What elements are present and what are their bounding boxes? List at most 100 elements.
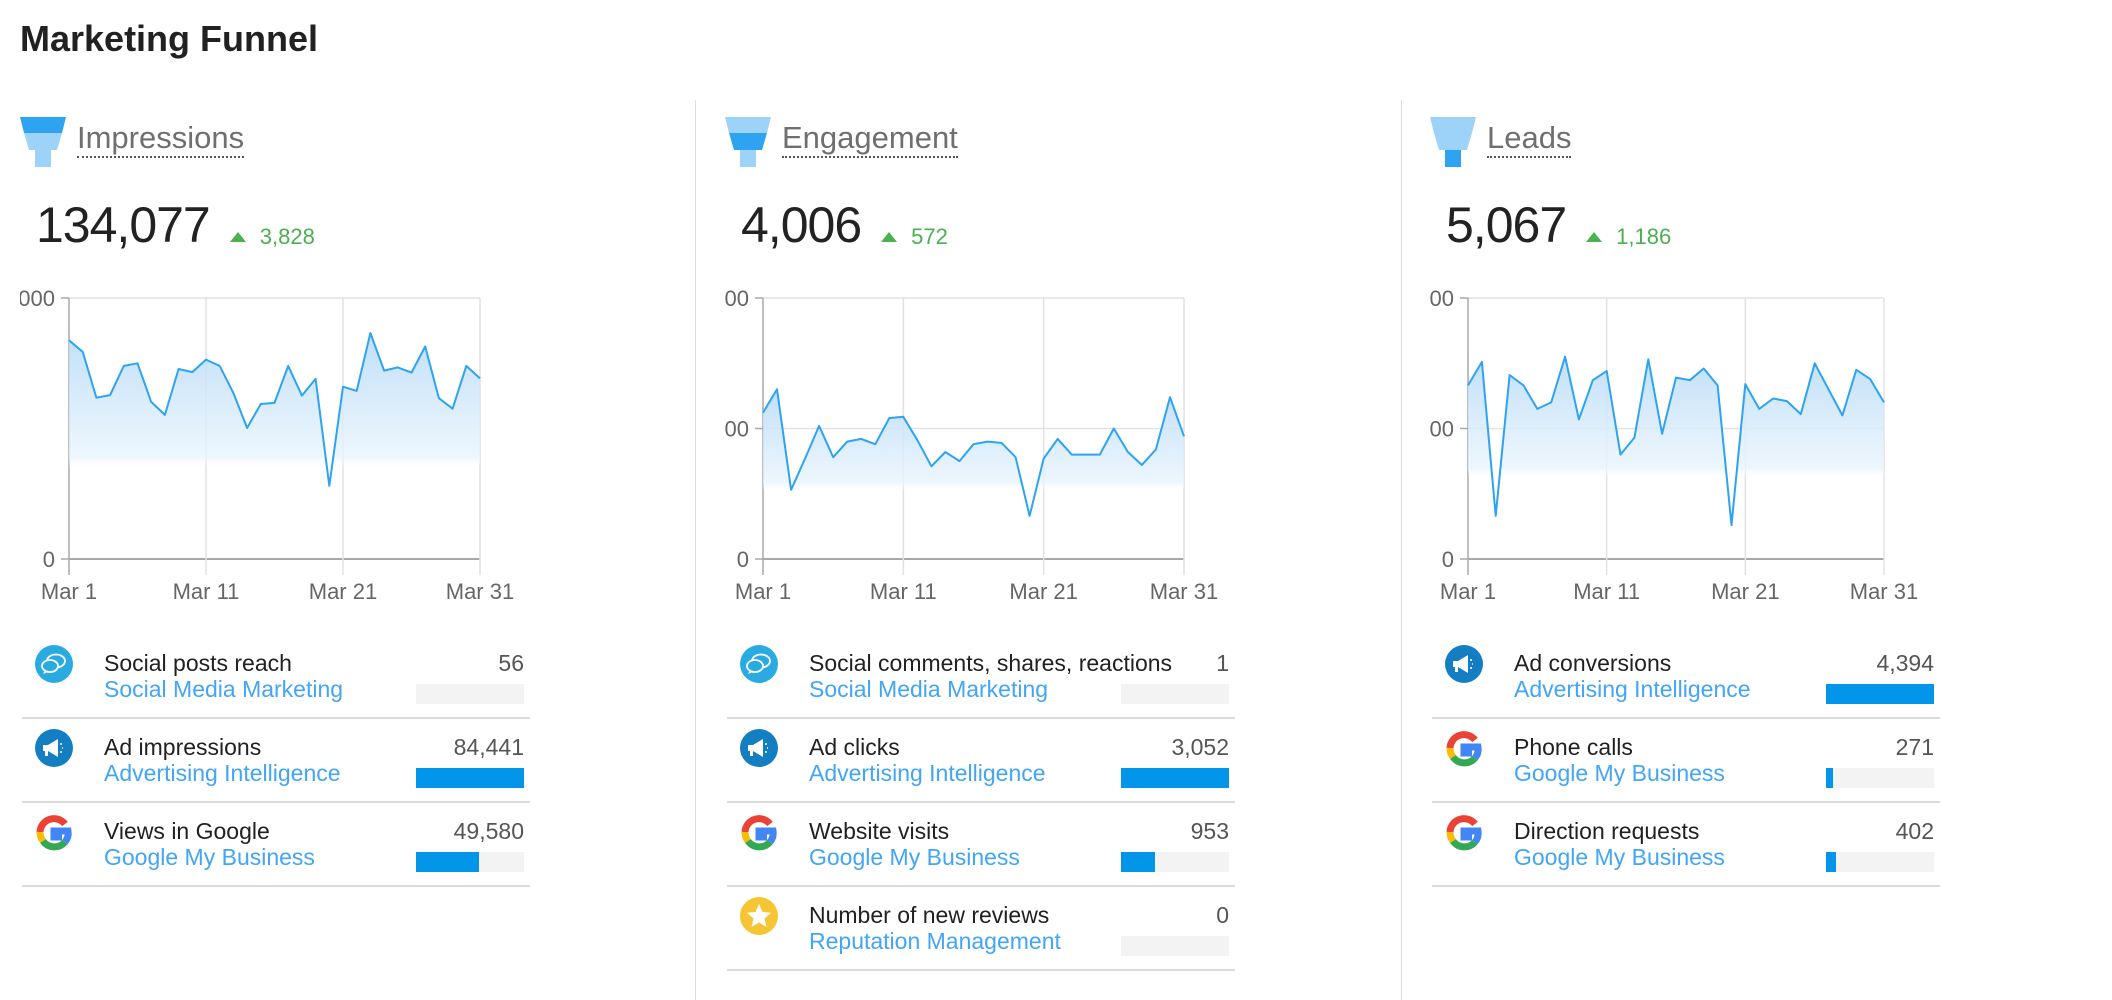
- kpi-value: 5,067: [1446, 197, 1567, 253]
- x-tick-label: Mar 21: [1009, 579, 1077, 604]
- x-tick-label: Mar 11: [870, 579, 937, 604]
- metric-bar: [1826, 768, 1934, 788]
- x-tick-label: Mar 21: [1711, 579, 1779, 604]
- kpi-delta: 3,828: [229, 224, 315, 250]
- kpi-delta-value: 1,186: [1616, 224, 1672, 249]
- x-tick-label: Mar 1: [41, 579, 97, 604]
- x-tick-label: Mar 31: [1150, 579, 1218, 604]
- metric-bar: [1826, 852, 1934, 872]
- metric-row: Social posts reach Social Media Marketin…: [22, 636, 530, 719]
- y-tick-label: 5000: [20, 286, 55, 311]
- stage-label[interactable]: Engagement: [782, 120, 958, 158]
- metric-title: Website visits: [809, 818, 950, 844]
- megaphone-icon: [34, 728, 74, 768]
- megaphone-icon: [1444, 644, 1484, 684]
- arrow-up-icon: [229, 232, 246, 242]
- metric-title: Views in Google: [104, 818, 270, 844]
- metric-bar-fill: [416, 852, 480, 872]
- metric-value: 56: [498, 650, 524, 676]
- metric-source-link[interactable]: Reputation Management: [809, 928, 1061, 954]
- metric-bar-fill: [1826, 852, 1836, 872]
- metric-bar-fill: [1826, 684, 1934, 704]
- google-icon: [34, 812, 74, 852]
- metric-bar: [416, 768, 524, 788]
- funnel-column-engagement: Engagement 4,006 572 0 100 200 Mar 1 Mar 11 M…: [725, 0, 1395, 1000]
- funnel-icon: [20, 117, 66, 167]
- metric-title: Ad conversions: [1514, 650, 1672, 676]
- metric-bar: [1121, 768, 1229, 788]
- megaphone-icon: [739, 728, 779, 768]
- x-tick-label: Mar 21: [309, 579, 377, 604]
- metric-row: Website visits Google My Business 953: [727, 804, 1235, 887]
- metric-value: 49,580: [453, 818, 524, 844]
- y-tick-label: 200: [1430, 286, 1454, 311]
- x-tick-label: Mar 1: [1440, 579, 1496, 604]
- series-line: [762, 388, 1185, 517]
- funnel-column-impressions: Impressions 134,077 3,828 0 5000 Mar 1 Mar …: [20, 0, 690, 1000]
- y-tick-label: 100: [725, 417, 749, 442]
- stage-label[interactable]: Leads: [1487, 120, 1572, 158]
- kpi-value: 134,077: [36, 197, 211, 253]
- metric-bar-fill: [1121, 852, 1155, 872]
- metric-source-link[interactable]: Google My Business: [1514, 844, 1725, 870]
- metric-list: Social comments, shares, reactions Socia…: [727, 636, 1235, 972]
- y-tick-label: 0: [43, 547, 55, 572]
- kpi: 4,006 572: [741, 196, 948, 254]
- y-tick-label: 100: [1430, 417, 1454, 442]
- metric-list: Ad conversions Advertising Intelligence …: [1432, 636, 1940, 888]
- metric-row: Ad impressions Advertising Intelligence …: [22, 720, 530, 803]
- column-divider: [1401, 100, 1402, 1000]
- metric-title: Ad clicks: [809, 734, 900, 760]
- metric-value: 1: [1216, 650, 1229, 676]
- series-area: [69, 333, 480, 559]
- kpi: 5,067 1,186: [1446, 196, 1671, 254]
- funnel-icon: [1430, 117, 1476, 167]
- stage-label[interactable]: Impressions: [77, 120, 245, 158]
- metric-bar: [1826, 684, 1934, 704]
- kpi-delta-value: 572: [911, 224, 948, 249]
- metric-bar: [416, 684, 524, 704]
- page-title: Marketing Funnel: [20, 18, 319, 59]
- metric-source-link[interactable]: Social Media Marketing: [104, 676, 344, 702]
- trend-chart: 0 100 200 Mar 1 Mar 11 Mar 21 Mar 31: [1430, 286, 1918, 604]
- metric-source-link[interactable]: Advertising Intelligence: [1514, 676, 1751, 702]
- x-tick-label: Mar 31: [1850, 579, 1918, 604]
- x-tick-label: Mar 11: [1573, 579, 1640, 604]
- metric-row: Ad conversions Advertising Intelligence …: [1432, 636, 1940, 719]
- metric-value: 953: [1190, 818, 1229, 844]
- metric-list: Social posts reach Social Media Marketin…: [22, 636, 530, 888]
- metric-source-link[interactable]: Google My Business: [1514, 760, 1725, 786]
- metric-bar: [1121, 936, 1229, 956]
- funnel-icon: [725, 117, 771, 167]
- metric-source-link[interactable]: Google My Business: [104, 844, 315, 870]
- trend-chart: 0 5000 Mar 1 Mar 11 Mar 21 Mar 31: [20, 286, 514, 604]
- metric-row: Direction requests Google My Business 40…: [1432, 804, 1940, 887]
- metric-bar-fill: [1121, 768, 1229, 788]
- y-tick-label: 0: [737, 547, 749, 572]
- kpi-delta: 1,186: [1586, 224, 1671, 250]
- series-line: [68, 332, 481, 487]
- kpi-delta: 572: [881, 224, 948, 250]
- chat-bubbles-icon: [739, 644, 779, 684]
- metric-bar: [1121, 852, 1229, 872]
- metric-source-link[interactable]: Advertising Intelligence: [104, 760, 341, 786]
- y-tick-label: 0: [1442, 547, 1454, 572]
- arrow-up-icon: [881, 232, 898, 242]
- chat-bubbles-icon: [34, 644, 74, 684]
- metric-title: Ad impressions: [104, 734, 262, 760]
- y-tick-label: 200: [725, 286, 749, 311]
- google-icon: [1444, 812, 1484, 852]
- metric-source-link[interactable]: Google My Business: [809, 844, 1020, 870]
- funnel-column-leads: Leads 5,067 1,186 0 100 200 Mar 1 Mar 11 Mar …: [1430, 0, 2100, 1000]
- metric-title: Number of new reviews: [809, 902, 1050, 928]
- metric-title: Social comments, shares, reactions: [809, 650, 1173, 676]
- metric-row: Ad clicks Advertising Intelligence 3,052: [727, 720, 1235, 803]
- metric-row: Phone calls Google My Business 271: [1432, 720, 1940, 803]
- metric-source-link[interactable]: Advertising Intelligence: [809, 760, 1046, 786]
- metric-value: 4,394: [1876, 650, 1934, 676]
- metric-source-link[interactable]: Social Media Marketing: [809, 676, 1049, 702]
- star-icon: [739, 896, 779, 936]
- x-tick-label: Mar 11: [173, 579, 240, 604]
- trend-chart: 0 100 200 Mar 1 Mar 11 Mar 21 Mar 31: [725, 286, 1218, 604]
- metric-value: 402: [1895, 818, 1934, 844]
